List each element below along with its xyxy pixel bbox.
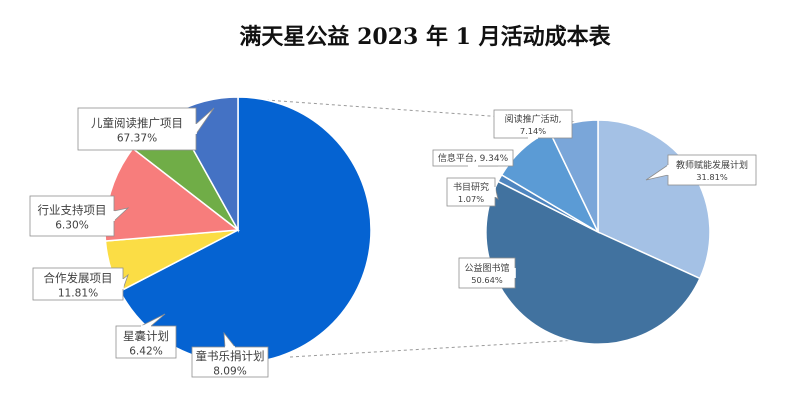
main-pie-label-4: 童书乐捐计划 8.09% [191, 331, 269, 378]
label-box [493, 109, 573, 139]
main-pie-slice-2 [104, 147, 240, 242]
label-value: 9.34% [477, 154, 509, 164]
main-pie-label-0: 儿童阅读推广项目 67.37% [77, 107, 215, 151]
label-name: 教师赋能发展计划 [676, 159, 748, 171]
detail-pie-label-3: 信息平台, 9.34% [432, 149, 514, 167]
pie-connector-lines [265, 99, 589, 358]
label-value: 7.14% [520, 126, 546, 136]
label-value: 50.64% [471, 275, 503, 285]
label-pointer [223, 331, 236, 348]
label-pointer [122, 273, 129, 290]
label-name: 公益图书馆 [464, 262, 509, 274]
label-pointer [113, 207, 130, 222]
label-value: 31.81% [696, 172, 728, 182]
detail-pie-label-4: 阅读推广活动,7.14% [493, 109, 573, 139]
label-pointer [645, 164, 669, 181]
label-value: 11.81% [58, 288, 98, 300]
label-box [446, 177, 496, 207]
label-value: 1.07% [458, 194, 484, 204]
label-name: 书目研究 [453, 181, 489, 193]
label-pointer [195, 107, 215, 135]
main-pie-label-3: 星囊计划 6.42% [115, 313, 177, 359]
main-pie-slice-0 [118, 96, 372, 364]
connector-line-bottom [289, 339, 579, 358]
label-name: 童书乐捐计划 [196, 349, 265, 363]
label-box [32, 267, 124, 301]
label-name-part: 信息平台, [438, 152, 477, 164]
label-name: 星囊计划 [123, 329, 169, 343]
label-name: 儿童阅读推广项目 [91, 116, 183, 130]
label-box [115, 325, 177, 359]
label-box [191, 346, 269, 378]
label-name: 行业支持项目 [38, 203, 107, 217]
data-labels: 儿童阅读推广项目 67.37% 行业支持项目 6.30% 合作发展项目 11.81% 星囊计… [29, 107, 757, 378]
detail-pie-slice-1 [485, 180, 701, 345]
label-pointer [140, 313, 166, 327]
detail-pie [485, 119, 711, 345]
label-value: 67.37% [117, 133, 157, 145]
label-name: 阅读推广活动, [505, 113, 562, 125]
label-box [77, 107, 197, 151]
label-name: 信息平台, 9.34% [438, 152, 509, 164]
label-value: 6.42% [129, 346, 163, 358]
label-name: 合作发展项目 [44, 271, 113, 285]
chart-title: 满天星公益 2023 年 1 月活动成本表 [239, 24, 611, 50]
label-value: 6.30% [55, 220, 89, 232]
main-pie-label-2: 合作发展项目 11.81% [32, 267, 129, 301]
main-pie-label-1: 行业支持项目 6.30% [29, 195, 130, 237]
label-value: 8.09% [213, 366, 247, 378]
label-box [29, 195, 115, 237]
